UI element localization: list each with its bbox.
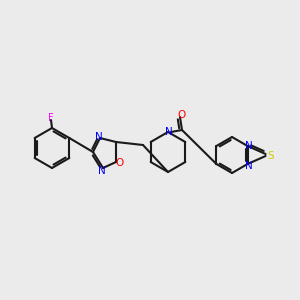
Text: N: N [245,161,253,171]
Text: N: N [245,141,253,151]
Text: N: N [95,132,103,142]
Text: N: N [165,127,173,137]
Text: O: O [116,158,124,168]
Text: N: N [98,166,106,176]
Text: F: F [48,113,54,123]
Text: S: S [267,151,274,161]
Text: O: O [177,110,185,120]
